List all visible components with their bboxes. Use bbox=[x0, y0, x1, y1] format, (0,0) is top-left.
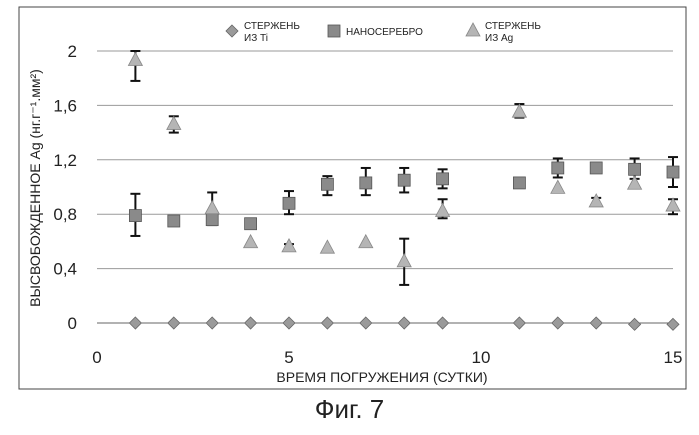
y-axis-title: ВЫСВОБОЖДЕННОЕ Ag (нг.г⁻¹.мм²) bbox=[27, 69, 43, 307]
data-point-series-0 bbox=[398, 317, 410, 329]
legend-marker-0 bbox=[226, 25, 238, 37]
x-tick-label: 5 bbox=[284, 348, 293, 367]
y-tick-label: 1,2 bbox=[53, 151, 77, 170]
grid-lines bbox=[97, 51, 673, 269]
chart-frame bbox=[19, 7, 686, 389]
y-tick-label: 0 bbox=[68, 314, 77, 333]
legend-label: НАНОСЕРЕБРО bbox=[346, 27, 423, 38]
data-point-series-1 bbox=[283, 197, 295, 209]
data-point-series-1 bbox=[590, 162, 602, 174]
data-point-series-0 bbox=[552, 317, 564, 329]
data-point-series-1 bbox=[321, 178, 333, 190]
legend-marker-2 bbox=[466, 23, 480, 36]
data-point-series-1 bbox=[552, 162, 564, 174]
data-point-series-1 bbox=[245, 218, 257, 230]
x-tick-label: 0 bbox=[92, 348, 101, 367]
data-point-series-2 bbox=[205, 201, 219, 214]
data-point-series-2 bbox=[128, 53, 142, 66]
data-point-series-2 bbox=[359, 235, 373, 248]
y-tick-label: 2 bbox=[68, 42, 77, 61]
data-point-series-1 bbox=[667, 166, 679, 178]
data-point-series-0 bbox=[168, 317, 180, 329]
data-point-series-0 bbox=[513, 317, 525, 329]
legend-label: ИЗ Ti bbox=[244, 33, 268, 44]
data-point-series-1 bbox=[360, 177, 372, 189]
y-tick-label: 1,6 bbox=[53, 96, 77, 115]
data-point-series-2 bbox=[244, 235, 258, 248]
data-point-series-0 bbox=[283, 317, 295, 329]
data-marks bbox=[128, 51, 680, 330]
data-point-series-2 bbox=[589, 194, 603, 207]
data-point-series-1 bbox=[129, 210, 141, 222]
data-point-series-2 bbox=[512, 104, 526, 117]
data-point-series-0 bbox=[206, 317, 218, 329]
data-point-series-0 bbox=[245, 317, 257, 329]
x-tick-label: 10 bbox=[472, 348, 491, 367]
data-point-series-1 bbox=[398, 174, 410, 186]
data-point-series-2 bbox=[320, 240, 334, 253]
data-point-series-0 bbox=[667, 318, 679, 330]
data-point-series-1 bbox=[513, 177, 525, 189]
data-point-series-1 bbox=[206, 214, 218, 226]
figure-caption: Фиг. 7 bbox=[0, 394, 699, 425]
data-point-series-1 bbox=[437, 173, 449, 185]
legend: СТЕРЖЕНЬИЗ TiНАНОСЕРЕБРОСТЕРЖЕНЬИЗ Ag bbox=[226, 21, 541, 44]
data-point-series-0 bbox=[629, 318, 641, 330]
y-tick-label: 0,4 bbox=[53, 260, 77, 279]
data-point-series-0 bbox=[360, 317, 372, 329]
x-axis-title: ВРЕМЯ ПОГРУЖЕНИЯ (СУТКИ) bbox=[276, 369, 487, 385]
legend-label: СТЕРЖЕНЬ bbox=[244, 21, 300, 32]
data-point-series-0 bbox=[321, 317, 333, 329]
data-point-series-2 bbox=[551, 180, 565, 193]
legend-marker-1 bbox=[328, 25, 340, 37]
x-tick-label: 15 bbox=[664, 348, 683, 367]
tick-labels: 0 0,4 0,8 1,2 1,6 2 0 5 10 15 bbox=[53, 42, 682, 367]
data-point-series-0 bbox=[437, 317, 449, 329]
data-point-series-2 bbox=[167, 116, 181, 129]
data-point-series-2 bbox=[397, 254, 411, 267]
data-point-series-1 bbox=[168, 215, 180, 227]
data-point-series-1 bbox=[629, 163, 641, 175]
data-point-series-0 bbox=[129, 317, 141, 329]
legend-label: ИЗ Ag bbox=[485, 33, 513, 44]
legend-label: СТЕРЖЕНЬ bbox=[485, 21, 541, 32]
y-tick-label: 0,8 bbox=[53, 205, 77, 224]
data-point-series-2 bbox=[282, 239, 296, 252]
data-point-series-2 bbox=[436, 203, 450, 216]
data-point-series-0 bbox=[590, 317, 602, 329]
